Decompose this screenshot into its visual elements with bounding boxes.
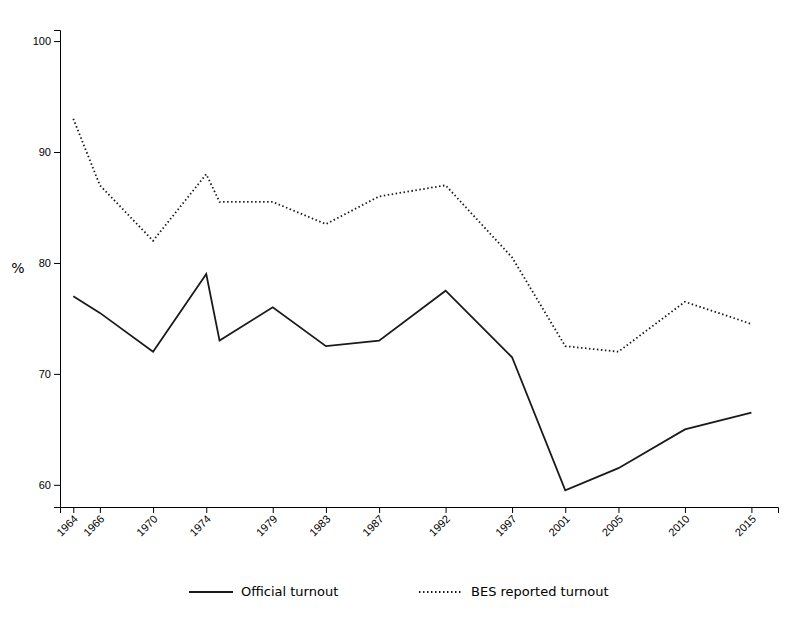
x-tick: 1997 [493, 507, 519, 538]
x-tick: 2010 [666, 507, 692, 538]
x-tick-mark [326, 507, 327, 513]
y-tick-mark [54, 41, 60, 42]
lines [73, 119, 751, 491]
legend: Official turnout BES reported turnout [189, 584, 609, 599]
y-tick-label: 80 [39, 257, 51, 269]
series-line [73, 119, 751, 352]
chart: 19641966 1970 1974 1979 1983 1987 1992 1997 2001… [0, 0, 802, 617]
x-tick-mark [100, 507, 101, 513]
x-tick-mark [153, 507, 154, 513]
x-tick-label: 2015 [732, 513, 758, 539]
x-tick-label: 1979 [254, 513, 280, 539]
x-tick-label: 2005 [599, 513, 625, 539]
y-tick-mark [54, 263, 60, 264]
y-tick-label: 60 [39, 479, 51, 491]
y-tick-label: 90 [39, 146, 51, 158]
x-tick-mark [512, 507, 513, 513]
legend-swatch [419, 591, 463, 593]
plot: 19641966 1970 1974 1979 1983 1987 1992 1997 2001… [33, 31, 779, 539]
x-tick: 1987 [360, 507, 386, 538]
x-axis: 19641966 1970 1974 1979 1983 1987 1992 1997 2001… [54, 507, 778, 538]
y-tick-label: 70 [39, 368, 51, 380]
series-line [73, 274, 751, 490]
x-tick-mark [751, 507, 752, 513]
y-tick-mark [54, 485, 60, 486]
x-tick-label: 1997 [493, 513, 519, 539]
x-tick-label: 1966 [81, 513, 107, 539]
x-tick-mark [618, 507, 619, 513]
y-tick: 70 [39, 368, 60, 380]
x-tick-mark [206, 507, 207, 513]
x-tick: 2001 [546, 507, 572, 538]
x-tick-label: 2001 [546, 513, 572, 539]
y-tick-mark [54, 374, 60, 375]
legend-swatch [189, 591, 233, 593]
y-axis-label: % [11, 260, 24, 276]
y-axis-line [54, 31, 61, 508]
legend-label: BES reported turnout [471, 584, 609, 599]
y-tick: 60 [39, 479, 60, 491]
x-tick-mark [685, 507, 686, 513]
x-tick: 1983 [307, 507, 333, 538]
x-tick-label: 1983 [307, 513, 333, 539]
y-tick: 100 [33, 35, 60, 47]
x-tick-mark [446, 507, 447, 513]
x-tick-label: 1992 [427, 513, 453, 539]
x-tick: 1964 [54, 507, 80, 538]
x-tick: 2015 [732, 507, 758, 538]
y-axis: 60 70 80 90 100 [33, 31, 61, 508]
x-tick-label: 1987 [360, 513, 386, 539]
x-tick-label: 1974 [187, 513, 213, 539]
x-tick-mark [379, 507, 380, 513]
x-tick: 1992 [427, 507, 453, 538]
x-tick-mark [565, 507, 566, 513]
y-tick-label: 100 [33, 35, 51, 47]
y-tick: 80 [39, 257, 60, 269]
x-tick-label: 1964 [54, 513, 80, 539]
x-tick: 1979 [254, 507, 280, 538]
x-tick: 1970 [134, 507, 160, 538]
x-tick-mark [73, 507, 74, 513]
y-tick-mark [54, 152, 60, 153]
x-tick: 1974 [187, 507, 213, 538]
x-tick-mark [273, 507, 274, 513]
legend-label: Official turnout [241, 584, 338, 599]
x-tick: 2005 [599, 507, 625, 538]
x-tick-label: 2010 [666, 513, 692, 539]
x-axis-line [61, 508, 779, 514]
y-tick: 90 [39, 146, 60, 158]
x-tick-label: 1970 [134, 513, 160, 539]
x-tick: 1966 [81, 507, 107, 538]
